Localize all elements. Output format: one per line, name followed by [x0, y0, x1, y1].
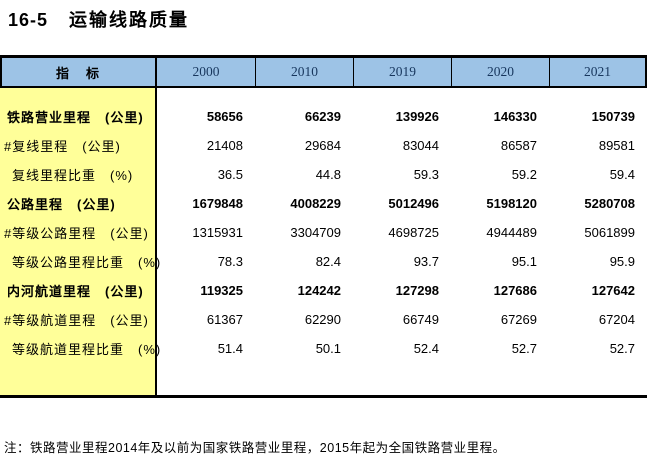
- table-spacer-row: [0, 88, 647, 102]
- value-cell: 67204: [598, 312, 635, 327]
- row-label: 内河航道里程 (公里): [0, 276, 157, 305]
- row-label: 等级公路里程比重 (%): [0, 247, 160, 276]
- value-cell: 61367: [206, 312, 243, 327]
- table-number: 16-5: [8, 10, 49, 30]
- value-cell: 146330: [493, 109, 537, 124]
- value-cell: 83044: [402, 138, 439, 153]
- value-cell: 59.2: [511, 167, 537, 182]
- row-label: 复线里程比重 (%): [0, 160, 157, 189]
- value-cell: 29684: [304, 138, 341, 153]
- row-label: 等级航道里程比重 (%): [0, 334, 160, 363]
- value-cell: 5061899: [584, 225, 635, 240]
- value-cell: 67269: [500, 312, 537, 327]
- value-cell: 51.4: [217, 341, 243, 356]
- value-cell: 1315931: [192, 225, 243, 240]
- value-cell: 127298: [395, 283, 439, 298]
- value-cell: 5198120: [486, 196, 537, 211]
- value-cell: 4698725: [388, 225, 439, 240]
- value-cell: 4008229: [290, 196, 341, 211]
- value-cell: 5280708: [584, 196, 635, 211]
- table-row: 铁路营业里程 (公里) 58656 66239 139926 146330 150739: [0, 102, 647, 131]
- value-cell: 127686: [493, 283, 537, 298]
- table-row: #等级航道里程 (公里) 61367 62290 66749 67269 67204: [0, 305, 647, 334]
- table-filler-row: [0, 363, 647, 395]
- table-row: 复线里程比重 (%) 36.5 44.8 59.3 59.2 59.4: [0, 160, 647, 189]
- table-body: 铁路营业里程 (公里) 58656 66239 139926 146330 150739 #…: [0, 88, 647, 395]
- value-cell: 4944489: [486, 225, 537, 240]
- table-filler-row-label-cell: [0, 363, 157, 395]
- value-cell: 89581: [598, 138, 635, 153]
- page-title: 16-5 运输线路质量: [8, 6, 189, 32]
- value-cell: 1679848: [192, 196, 243, 211]
- table-row: #等级公路里程 (公里) 1315931 3304709 4698725 4944489…: [0, 218, 647, 247]
- row-label: #复线里程 (公里): [0, 131, 157, 160]
- table-row: 内河航道里程 (公里) 119325 124242 127298 127686 12764…: [0, 276, 647, 305]
- value-cell: 21408: [206, 138, 243, 153]
- header-indicator: 指 标: [0, 58, 157, 86]
- row-label: 公路里程 (公里): [0, 189, 157, 218]
- value-cell: 59.4: [609, 167, 635, 182]
- statistics-table: 指 标 2000 2010 2019 2020 2021 铁路营业里程 (公里)…: [0, 55, 647, 398]
- row-label: 铁路营业里程 (公里): [0, 102, 157, 131]
- row-label: #等级航道里程 (公里): [0, 305, 157, 334]
- value-cell: 5012496: [388, 196, 439, 211]
- value-cell: 50.1: [315, 341, 341, 356]
- value-cell: 95.1: [511, 254, 537, 269]
- value-cell: 36.5: [217, 167, 243, 182]
- value-cell: 66239: [304, 109, 341, 124]
- value-cell: 95.9: [609, 254, 635, 269]
- value-cell: 82.4: [315, 254, 341, 269]
- header-year-2010: 2010: [255, 58, 353, 86]
- value-cell: 3304709: [290, 225, 341, 240]
- value-cell: 66749: [402, 312, 439, 327]
- table-spacer-row-label-cell: [0, 88, 157, 102]
- table-title-text: 运输线路质量: [69, 10, 190, 30]
- table-row: 等级公路里程比重 (%) 78.3 82.4 93.7 95.1 95.9: [0, 247, 647, 276]
- header-year-2019: 2019: [353, 58, 451, 86]
- value-cell: 86587: [500, 138, 537, 153]
- table-header-row: 指 标 2000 2010 2019 2020 2021: [0, 58, 647, 88]
- table-row: 公路里程 (公里) 1679848 4008229 5012496 5198120 528…: [0, 189, 647, 218]
- value-cell: 62290: [304, 312, 341, 327]
- header-year-2021: 2021: [549, 58, 647, 86]
- value-cell: 119325: [200, 283, 243, 298]
- value-cell: 93.7: [413, 254, 439, 269]
- value-cell: 44.8: [315, 167, 341, 182]
- value-cell: 127642: [591, 283, 635, 298]
- row-label: #等级公路里程 (公里): [0, 218, 157, 247]
- value-cell: 52.7: [511, 341, 537, 356]
- table-row: #复线里程 (公里) 21408 29684 83044 86587 89581: [0, 131, 647, 160]
- value-cell: 52.7: [609, 341, 635, 356]
- header-year-2000: 2000: [192, 64, 220, 79]
- table-row: 等级航道里程比重 (%) 51.4 50.1 52.4 52.7 52.7: [0, 334, 647, 363]
- value-cell: 139926: [395, 109, 439, 124]
- value-cell: 78.3: [217, 254, 243, 269]
- value-cell: 58656: [206, 109, 243, 124]
- value-cell: 52.4: [413, 341, 439, 356]
- value-cell: 124242: [297, 283, 341, 298]
- header-year-2020: 2020: [451, 58, 549, 86]
- value-cell: 59.3: [413, 167, 439, 182]
- footnote: 注：铁路营业里程2014年及以前为国家铁路营业里程，2015年起为全国铁路营业里…: [4, 441, 506, 455]
- value-cell: 150739: [591, 109, 635, 124]
